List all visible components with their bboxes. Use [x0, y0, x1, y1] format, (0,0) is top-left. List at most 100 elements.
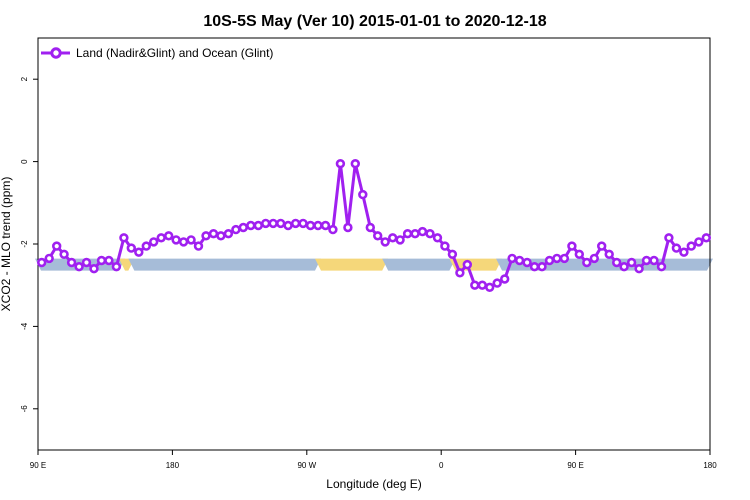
data-point [395, 235, 405, 245]
data-point [477, 280, 487, 290]
data-point [96, 255, 107, 266]
data-point [350, 159, 360, 169]
data-point [119, 233, 129, 243]
data-point [313, 220, 323, 231]
data-point [298, 218, 308, 229]
data-point [253, 220, 263, 231]
y-tick-label: -6 [20, 405, 29, 413]
data-point [552, 253, 562, 264]
data-point [492, 278, 502, 288]
x-tick-label: 0 [439, 461, 444, 470]
data-point [320, 220, 331, 231]
data-point [574, 249, 584, 260]
data-point [470, 280, 480, 290]
data-point [679, 247, 689, 257]
data-point [544, 255, 555, 266]
data-point [380, 237, 390, 247]
data-point [290, 218, 301, 229]
data-point [126, 243, 137, 253]
surface-segment-ocean [382, 258, 456, 271]
data-point [447, 249, 458, 260]
data-point [104, 255, 114, 266]
data-point [149, 237, 159, 247]
data-point [201, 231, 211, 241]
data-point [261, 218, 271, 229]
x-tick-label: 180 [703, 461, 717, 470]
data-point [604, 249, 614, 260]
data-point [559, 253, 570, 264]
x-axis-label: Longitude (deg E) [326, 477, 421, 491]
series-layer [36, 159, 711, 292]
data-point [36, 257, 47, 268]
y-axis-label: XCO2 - MLO trend (ppm) [0, 177, 13, 312]
data-point [686, 241, 696, 251]
data-point [455, 268, 465, 278]
data-point [611, 257, 622, 268]
data-point [59, 249, 69, 260]
data-point [373, 231, 383, 241]
data-point [193, 241, 204, 251]
y-tick-label: -2 [20, 240, 29, 248]
legend-series-label: Land (Nadir&Glint) and Ocean (Glint) [76, 46, 273, 60]
data-point [619, 262, 629, 272]
y-tick-label: 0 [20, 159, 29, 164]
data-point [66, 257, 77, 268]
data-point [208, 229, 219, 239]
data-point [507, 253, 517, 264]
data-point [402, 229, 413, 239]
data-point [537, 262, 547, 272]
data-point [231, 224, 241, 235]
data-point [641, 255, 652, 266]
x-tick-label: 180 [166, 461, 180, 470]
data-point [694, 237, 704, 247]
data-point [268, 218, 278, 229]
data-point [388, 233, 398, 243]
data-point [343, 222, 353, 233]
legend: Land (Nadir&Glint) and Ocean (Glint) [41, 46, 273, 60]
data-point [485, 282, 495, 292]
data-point [238, 222, 249, 233]
data-point [417, 226, 428, 237]
data-point [335, 159, 346, 169]
data-point [440, 241, 450, 251]
data-point [51, 241, 62, 251]
data-point [514, 255, 525, 266]
data-point [276, 218, 286, 229]
data-point [589, 253, 599, 264]
data-point [656, 262, 667, 272]
surface-segment-land [315, 258, 389, 271]
data-point [89, 264, 99, 274]
data-point [328, 224, 338, 235]
surface-type-bar [35, 258, 713, 271]
data-point [216, 231, 226, 241]
data-point [596, 241, 607, 251]
data-point [134, 247, 144, 257]
data-point [582, 257, 592, 268]
chart-title: 10S-5S May (Ver 10) 2015-01-01 to 2020-1… [203, 13, 546, 30]
y-tick-label: -4 [20, 322, 29, 330]
data-point [567, 241, 577, 251]
data-point [283, 220, 293, 231]
data-point [223, 229, 234, 239]
data-point [44, 253, 54, 264]
data-point [432, 233, 443, 243]
data-point [634, 264, 644, 274]
data-point [74, 262, 84, 272]
data-point [664, 233, 674, 243]
legend-point-marker [50, 47, 62, 59]
data-point [164, 231, 174, 241]
data-point [529, 262, 540, 272]
data-point [186, 235, 196, 245]
data-point [305, 220, 316, 231]
data-point [81, 257, 92, 268]
surface-segment-land [449, 258, 503, 271]
data-point [425, 229, 435, 239]
data-point [365, 222, 375, 233]
data-point [649, 255, 659, 266]
y-tick-label: 2 [20, 76, 29, 81]
x-tick-label: 90 W [297, 461, 316, 470]
data-point [358, 189, 368, 200]
data-point [156, 233, 166, 243]
x-axis: 90 E 180 90 W 0 90 E 180 [30, 450, 717, 470]
data-point [171, 235, 181, 245]
